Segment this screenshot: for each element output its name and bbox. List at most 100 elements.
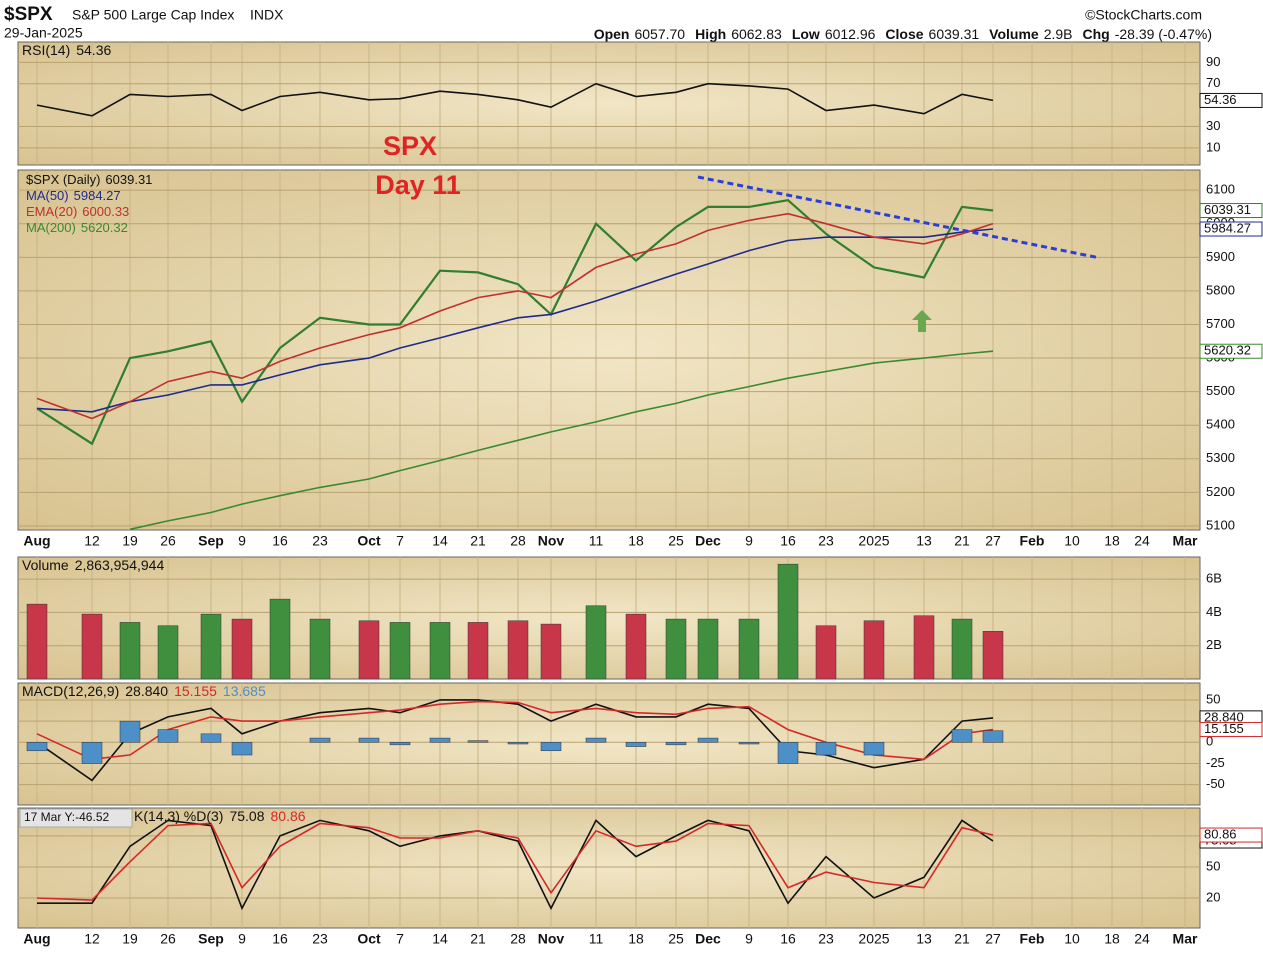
- bar: [231, 742, 253, 756]
- x-tick-label: 19: [122, 931, 138, 947]
- x-tick-label: 23: [818, 931, 834, 947]
- bar: [467, 740, 489, 743]
- legend-name: EMA(20): [26, 204, 77, 219]
- series-line: [129, 350, 994, 531]
- x-tick-label: 23: [312, 931, 328, 947]
- x-tick-label: 24: [1134, 931, 1150, 947]
- x-tick-label: 25: [668, 931, 684, 947]
- quote-label: Chg: [1083, 26, 1110, 42]
- y-tick-label: 4B: [1206, 604, 1222, 619]
- bar: [982, 631, 1004, 680]
- exchange: INDX: [250, 7, 284, 23]
- legend-value: 6000.33: [82, 204, 129, 219]
- bar: [429, 622, 451, 680]
- x-tick-label: 16: [272, 931, 288, 947]
- x-tick-label: 26: [160, 533, 176, 549]
- x-tick-label: 9: [238, 533, 246, 549]
- quote-value: 6012.96: [825, 26, 876, 42]
- x-tick-label: Sep: [198, 931, 224, 947]
- panel-title-text: K(14,3) %D(3): [134, 808, 223, 824]
- legend-entry: EMA(20) 6000.33: [26, 204, 129, 219]
- y-tick-label: -25: [1206, 755, 1225, 770]
- x-tick-label: 9: [745, 533, 753, 549]
- x-tick-label: 9: [745, 931, 753, 947]
- x-tick-label: 16: [272, 533, 288, 549]
- bar: [951, 729, 973, 743]
- panel-title-text: RSI(14): [22, 42, 70, 58]
- bar: [507, 620, 529, 680]
- panel-title: K(14,3) %D(3) 75.08 80.86: [134, 808, 306, 824]
- bar: [309, 618, 331, 680]
- x-tick-label: 23: [818, 533, 834, 549]
- bar: [26, 742, 48, 752]
- annotation: Day 11: [375, 170, 461, 200]
- x-tick-label: 25: [668, 533, 684, 549]
- panel-title-text: MACD(12,26,9): [22, 683, 119, 699]
- series-line: [36, 822, 994, 901]
- bar: [81, 613, 103, 680]
- x-tick-label: Mar: [1173, 533, 1198, 549]
- series-line: [36, 82, 994, 117]
- x-tick-label: 23: [312, 533, 328, 549]
- x-tick-label: 7: [396, 533, 404, 549]
- x-tick-label: 2025: [858, 533, 889, 549]
- legend-name: $SPX (Daily): [26, 172, 100, 187]
- x-tick-label: 19: [122, 533, 138, 549]
- x-tick-label: Sep: [198, 533, 224, 549]
- bar: [585, 605, 607, 680]
- legend-entry: $SPX (Daily) 6039.31: [26, 172, 152, 187]
- x-tick-label: 7: [396, 931, 404, 947]
- bar: [951, 618, 973, 680]
- bar: [358, 737, 380, 743]
- value-tag: [1199, 721, 1263, 737]
- x-tick-label: Oct: [357, 533, 381, 549]
- tooltip: 17 Mar Y:-46.52: [24, 810, 109, 824]
- panel-title: MACD(12,26,9) 28.840 15.155 13.685: [22, 683, 266, 699]
- y-tick-label: 0: [1206, 734, 1213, 749]
- bar: [389, 622, 411, 680]
- bar: [625, 613, 647, 680]
- bar: [200, 613, 222, 680]
- legend-value: 80.86: [271, 808, 306, 824]
- quote-label: Open: [594, 26, 630, 42]
- x-tick-label: 24: [1134, 533, 1150, 549]
- value-tag: [1199, 343, 1263, 359]
- plots: Aug 12 19 26 Sep 9 16 23 Oct 7 14 21 28 Nov 11 18 25 Dec 9…: [17, 41, 1263, 947]
- legend-name: MA(50): [26, 188, 69, 203]
- bar: [269, 598, 291, 680]
- panel-title: Volume 2,863,954,944: [22, 557, 164, 573]
- legend-value: 6039.31: [105, 172, 152, 187]
- annotation: SPX: [383, 131, 437, 161]
- x-tick-label: 10: [1064, 931, 1080, 947]
- x-tick-label: Feb: [1020, 533, 1045, 549]
- x-tick-label: 27: [985, 533, 1001, 549]
- quote-label: High: [695, 26, 726, 42]
- bar: [665, 742, 687, 746]
- bar: [119, 622, 141, 680]
- y-tick-label: 5700: [1206, 316, 1235, 331]
- quote-value: 2.9B: [1044, 26, 1073, 42]
- x-tick-label: 14: [432, 533, 448, 549]
- quote-label: Volume: [989, 26, 1039, 42]
- panel-background: [17, 807, 1201, 929]
- x-tick-label: 11: [589, 533, 604, 549]
- y-tick-label: -50: [1206, 776, 1225, 791]
- bar: [665, 618, 687, 680]
- panel-background: [17, 682, 1201, 806]
- legend-value: 75.08: [229, 808, 264, 824]
- y-tick-label: 5400: [1206, 417, 1235, 432]
- x-tick-label: 11: [589, 931, 604, 947]
- bar: [200, 733, 222, 743]
- x-tick-label: 14: [432, 931, 448, 947]
- legend-value: 5984.27: [74, 188, 121, 203]
- x-tick-label: Oct: [357, 931, 381, 947]
- x-tick-label: 12: [84, 931, 100, 947]
- bar: [507, 742, 529, 745]
- x-tick-label: 16: [780, 533, 796, 549]
- bar: [625, 742, 647, 747]
- y-tick-label: 5300: [1206, 450, 1235, 465]
- x-tick-label: 13: [916, 931, 932, 947]
- x-tick-label: Dec: [695, 533, 721, 549]
- series-line: [37, 819, 994, 911]
- y-tick-label: 2B: [1206, 637, 1222, 652]
